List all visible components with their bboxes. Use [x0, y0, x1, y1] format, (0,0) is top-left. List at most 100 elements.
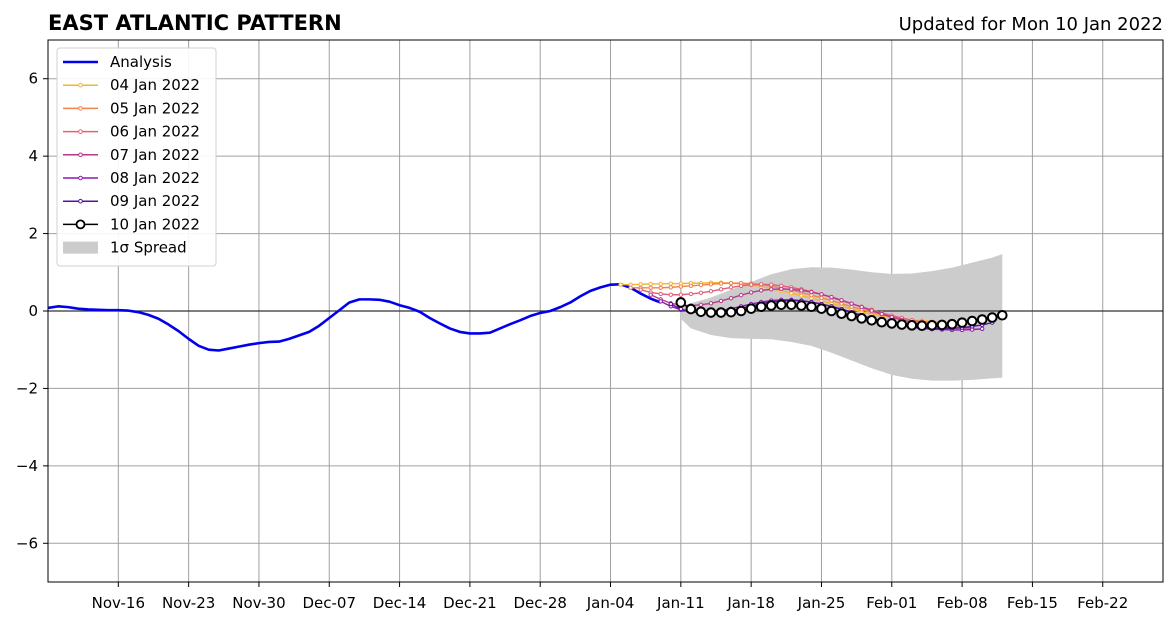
- series-point: [648, 285, 653, 290]
- series-point: [906, 320, 918, 331]
- legend-label: 07 Jan 2022: [110, 146, 200, 164]
- legend-marker: [78, 82, 83, 88]
- series-point: [698, 290, 704, 296]
- legend-label: 10 Jan 2022: [110, 215, 200, 233]
- series-point: [735, 305, 747, 317]
- series-point: [849, 301, 854, 306]
- series-point: [618, 282, 623, 287]
- x-tick-label: Feb-08: [937, 594, 988, 612]
- x-tick-label: Nov-23: [162, 594, 215, 612]
- series-point: [979, 326, 985, 332]
- series-point: [896, 319, 908, 330]
- series-point: [876, 316, 888, 328]
- series-point: [675, 297, 687, 308]
- series-point: [718, 287, 724, 292]
- series-point: [866, 314, 877, 326]
- series-point: [946, 318, 958, 330]
- y-tick-label: 4: [28, 147, 38, 165]
- x-tick-label: Feb-01: [866, 594, 917, 612]
- y-tick-label: −4: [16, 457, 38, 475]
- series-line-analysis: [47, 282, 662, 352]
- x-tick-label: Feb-15: [1007, 594, 1058, 612]
- legend-label: 04 Jan 2022: [110, 76, 200, 94]
- x-tick-label: Nov-30: [232, 594, 285, 612]
- x-tick-label: Dec-14: [373, 594, 427, 612]
- series-point: [819, 295, 824, 301]
- series-point: [668, 292, 673, 297]
- plot-area: [47, 39, 1164, 583]
- legend-label: 09 Jan 2022: [110, 192, 200, 210]
- series-point: [956, 317, 968, 328]
- series-point: [628, 285, 633, 290]
- series-point: [796, 300, 807, 311]
- series-point: [829, 294, 834, 300]
- series-point: [708, 289, 714, 294]
- series-point: [936, 319, 948, 331]
- series-point: [748, 282, 754, 287]
- series-point: [688, 283, 694, 289]
- series-point: [916, 320, 928, 332]
- series-point: [926, 320, 938, 331]
- series-point: [846, 310, 857, 322]
- series-point: [836, 308, 847, 320]
- legend-marker: [78, 106, 83, 111]
- series-point: [718, 298, 724, 304]
- x-tick-label: Dec-21: [443, 594, 497, 612]
- x-tick-label: Jan-11: [656, 594, 705, 612]
- series-point: [658, 291, 663, 297]
- legend-marker: [78, 152, 83, 158]
- series-point: [678, 284, 684, 289]
- x-tick-label: Jan-18: [726, 594, 775, 612]
- series-point: [728, 285, 734, 290]
- x-tick-label: Dec-28: [513, 594, 567, 612]
- series-point: [869, 308, 874, 313]
- series-point: [685, 303, 697, 315]
- series-point: [826, 305, 837, 317]
- series-point: [688, 291, 694, 297]
- series-point: [789, 287, 794, 292]
- legend-label: 08 Jan 2022: [110, 169, 200, 187]
- series-point: [996, 309, 1008, 321]
- series-point: [705, 307, 717, 318]
- series-point: [658, 281, 663, 287]
- x-tick-label: Nov-16: [92, 594, 145, 612]
- series-point: [695, 306, 707, 318]
- y-tick-label: 0: [28, 302, 38, 320]
- y-tick-label: 6: [28, 70, 38, 88]
- legend-marker: [78, 175, 83, 181]
- legend: Analysis 04 Jan 2022 05 Jan 2022 06 Jan 202…: [56, 47, 217, 267]
- series-point: [678, 306, 684, 312]
- x-tick-label: Dec-07: [302, 594, 356, 612]
- legend-marker: [78, 198, 83, 204]
- chart-title: EAST ATLANTIC PATTERN: [48, 11, 342, 35]
- series-point: [668, 281, 673, 286]
- y-tick-label: −2: [16, 379, 38, 397]
- series-point: [745, 303, 757, 314]
- legend-swatch: [63, 241, 98, 254]
- series-point: [648, 292, 653, 297]
- chart-subtitle: Updated for Mon 10 Jan 2022: [899, 14, 1163, 35]
- series-point: [658, 299, 663, 304]
- series-point: [678, 292, 684, 297]
- series-point: [658, 285, 663, 290]
- series-point: [698, 282, 704, 288]
- series-point: [966, 315, 978, 327]
- series-point: [758, 282, 764, 287]
- series-point: [728, 296, 734, 301]
- series-point: [779, 286, 784, 292]
- series-point: [886, 318, 898, 329]
- legend-label: 1σ Spread: [110, 239, 187, 257]
- series-point: [708, 282, 714, 287]
- legend-marker: [75, 219, 86, 230]
- legend-label: 06 Jan 2022: [110, 123, 200, 141]
- series-point: [728, 280, 734, 286]
- series-point: [738, 283, 744, 289]
- series-point: [758, 288, 764, 293]
- y-tick-label: −6: [16, 534, 38, 552]
- series-point: [725, 306, 737, 318]
- series-point: [698, 302, 704, 308]
- series-point: [806, 301, 817, 313]
- y-axis: −6 −4 −2 0 2 4 6: [16, 70, 48, 552]
- legend-label: 05 Jan 2022: [110, 99, 200, 117]
